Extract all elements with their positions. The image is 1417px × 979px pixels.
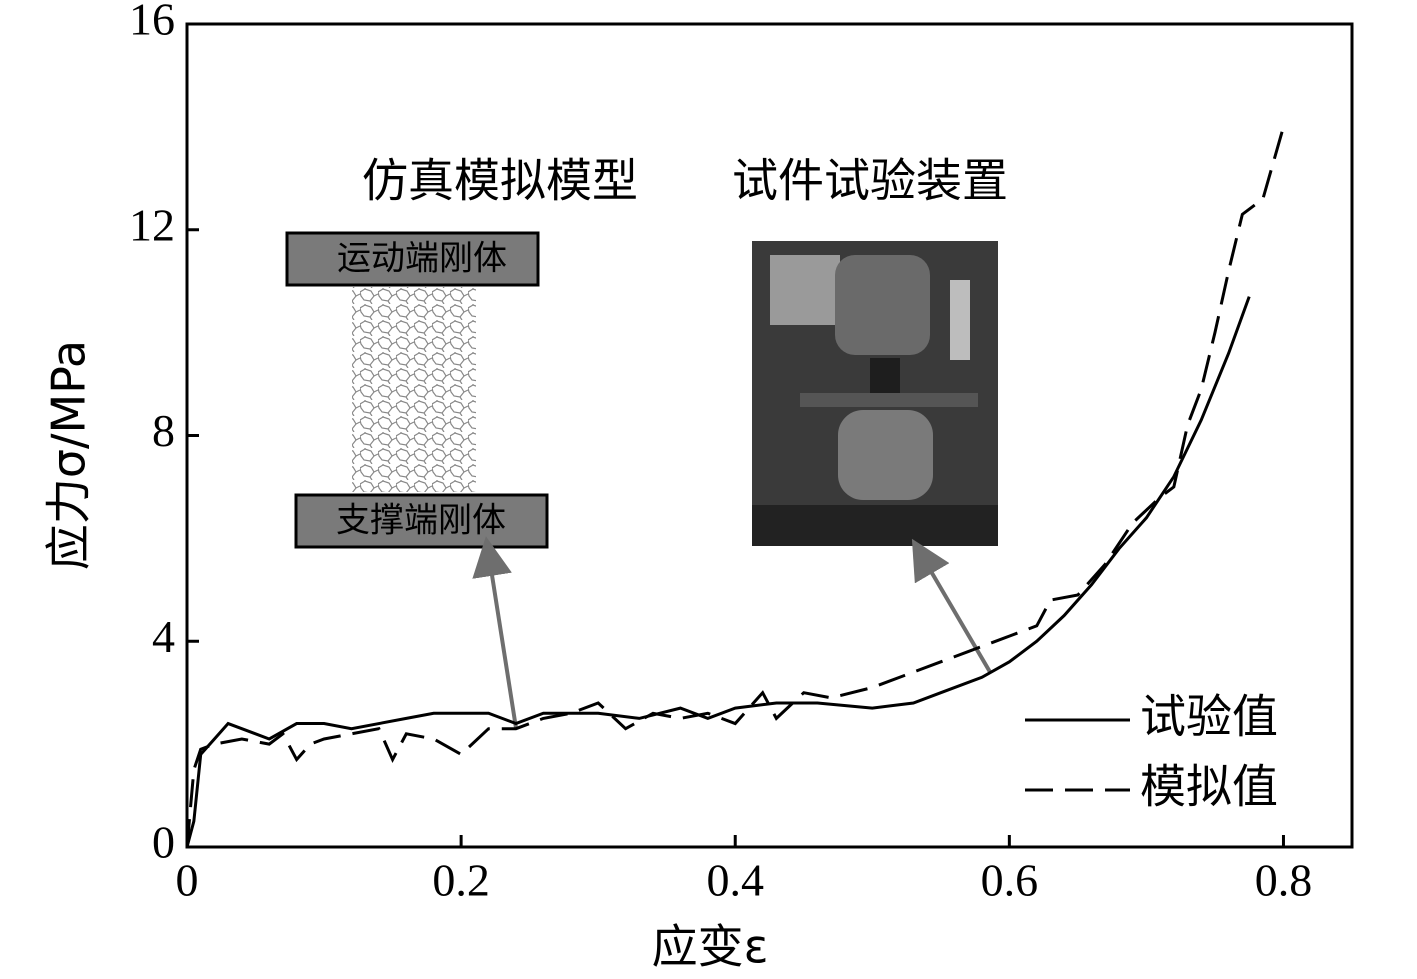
data-line — [185, 126, 1285, 848]
data-line — [185, 296, 1251, 848]
x-tick-label: 0.6 — [981, 855, 1039, 906]
y-tick-label: 0 — [152, 817, 175, 868]
arrow — [911, 538, 992, 674]
y-axis-label: 应力σ/MPa — [42, 340, 96, 570]
annotation: 运动端刚体 — [337, 239, 507, 279]
y-tick-label: 12 — [129, 199, 175, 250]
x-tick-label: 0.2 — [432, 855, 490, 906]
y-tick-label: 8 — [152, 405, 175, 456]
mesh — [352, 287, 476, 492]
top-rigid-body — [285, 231, 540, 287]
photo — [752, 241, 998, 546]
legend-label: 模拟值 — [1140, 760, 1278, 814]
annotation: 试件试验装置 — [732, 154, 1008, 208]
x-axis-label: 应变ε — [652, 920, 769, 974]
arrow — [472, 536, 518, 729]
y-tick-label: 4 — [152, 611, 175, 662]
legend-label: 试验值 — [1140, 690, 1278, 744]
annotation: 仿真模拟模型 — [362, 154, 638, 208]
x-tick-label: 0 — [176, 855, 199, 906]
x-tick-label: 0.4 — [706, 855, 764, 906]
y-tick-label: 16 — [129, 0, 175, 45]
x-tick-label: 0.8 — [1255, 855, 1313, 906]
annotation: 支撑端刚体 — [336, 501, 506, 541]
